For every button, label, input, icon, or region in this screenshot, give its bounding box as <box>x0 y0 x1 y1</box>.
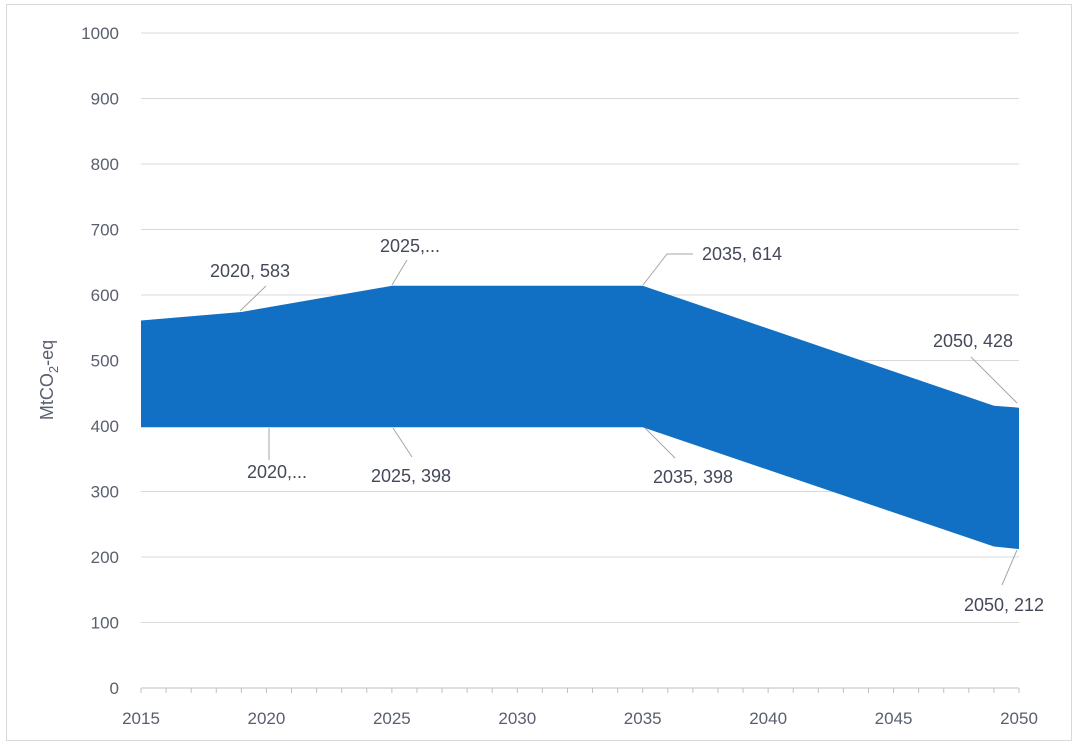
leader-line <box>1001 549 1018 586</box>
band-polygon <box>141 285 1019 550</box>
leader-line <box>642 253 693 286</box>
x-tick-label-2015: 2015 <box>122 709 160 728</box>
x-axis <box>140 687 1020 693</box>
data-label: 2025,... <box>380 236 440 256</box>
x-axis-ticks: 2015 2020 2025 2030 2035 2040 2045 2050 <box>122 709 1038 728</box>
y-axis-title-main: MtCO <box>37 373 57 420</box>
x-tick-label-2020: 2020 <box>248 709 286 728</box>
chart-frame: 0 100 200 300 400 500 600 700 800 900 1000 2015 202… <box>6 4 1072 741</box>
y-axis-title-subscript: 2 <box>46 366 61 373</box>
data-label: 2020,... <box>247 462 307 482</box>
y-tick-label-500: 500 <box>91 352 119 371</box>
x-tick-label-2025: 2025 <box>373 709 411 728</box>
data-labels: 2020, 583 2025,... 2035, 614 2050, 428 2020,… <box>210 236 1044 615</box>
leader-line <box>392 427 413 458</box>
leader-line <box>391 259 408 286</box>
x-tick-label-2040: 2040 <box>749 709 787 728</box>
data-label: 2035, 614 <box>702 244 782 264</box>
y-tick-label-300: 300 <box>91 483 119 502</box>
data-label: 2020, 583 <box>210 261 290 281</box>
x-tick-label-2035: 2035 <box>624 709 662 728</box>
emissions-band-chart: 0 100 200 300 400 500 600 700 800 900 1000 2015 202… <box>37 24 1044 728</box>
leader-line <box>239 285 267 312</box>
x-tick-label-2045: 2045 <box>875 709 913 728</box>
y-tick-label-100: 100 <box>91 614 119 633</box>
y-axis-title-suffix: -eq <box>37 340 57 366</box>
leader-line <box>970 356 1018 404</box>
y-tick-label-0: 0 <box>110 679 119 698</box>
x-tick-label-2030: 2030 <box>498 709 536 728</box>
y-axis-ticks: 0 100 200 300 400 500 600 700 800 900 1000 <box>81 24 119 698</box>
y-axis-title: MtCO2-eq <box>37 340 61 420</box>
data-label: 2025, 398 <box>371 466 451 486</box>
y-tick-label-1000: 1000 <box>81 24 119 43</box>
y-tick-label-700: 700 <box>91 221 119 240</box>
x-tick-label-2050: 2050 <box>1000 709 1038 728</box>
data-label: 2035, 398 <box>653 467 733 487</box>
y-tick-label-200: 200 <box>91 548 119 567</box>
data-label: 2050, 212 <box>964 595 1044 615</box>
label-leaders <box>239 253 1018 586</box>
y-tick-label-600: 600 <box>91 286 119 305</box>
band-area <box>141 285 1019 550</box>
y-tick-label-900: 900 <box>91 90 119 109</box>
data-label: 2050, 428 <box>933 331 1013 351</box>
y-tick-label-400: 400 <box>91 417 119 436</box>
y-tick-label-800: 800 <box>91 155 119 174</box>
leader-line <box>644 427 676 459</box>
